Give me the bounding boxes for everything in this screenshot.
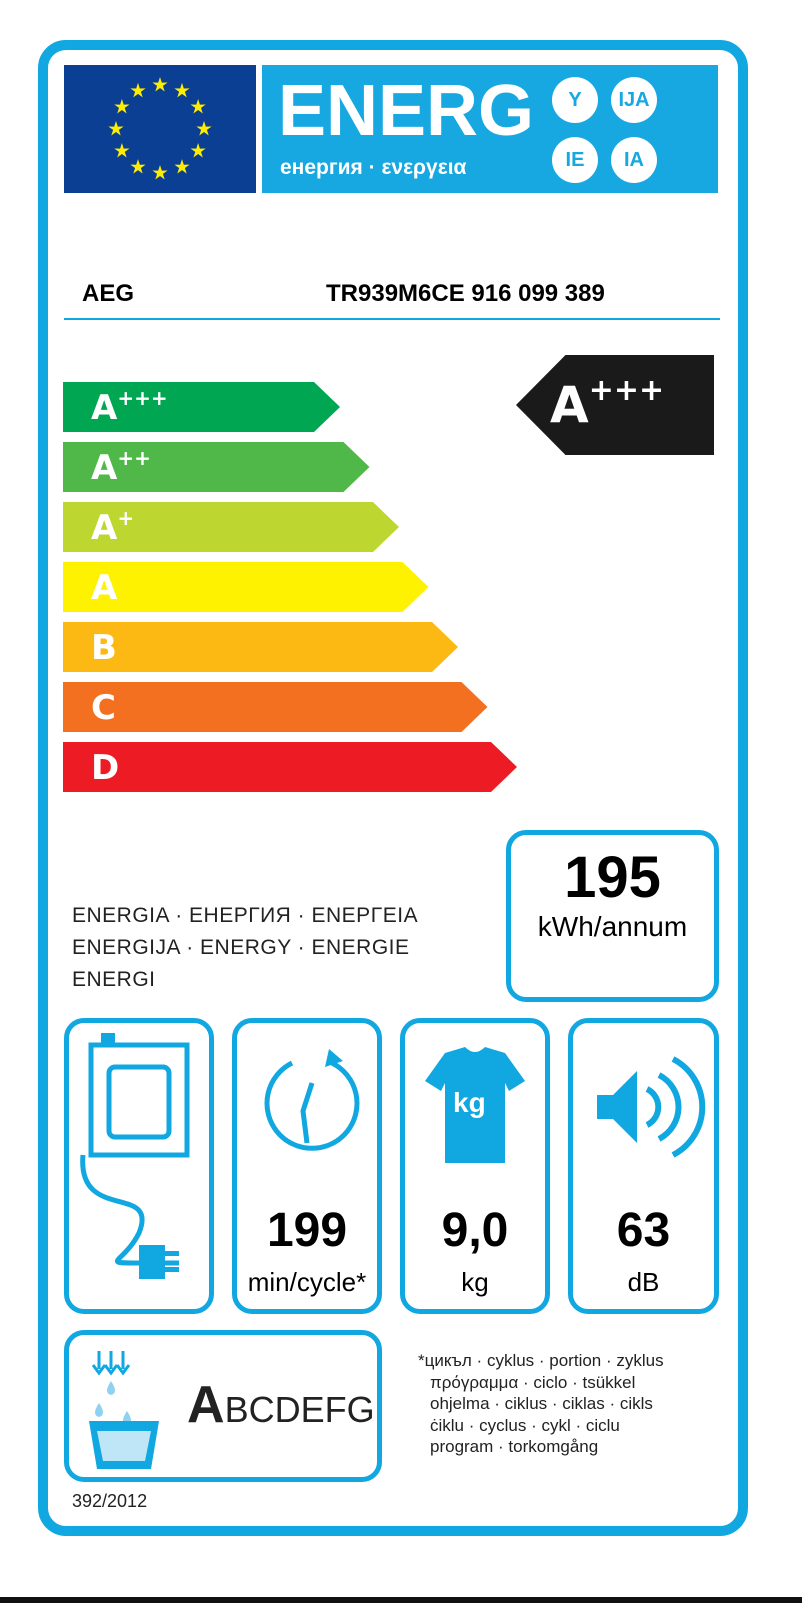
eu-star — [174, 82, 190, 98]
efficiency-bar: A+++ — [63, 382, 340, 432]
efficiency-bar: C — [63, 682, 488, 732]
regulation-number: 392/2012 — [72, 1491, 148, 1511]
condensation-scale: ABCDEFG — [187, 1375, 375, 1440]
clock-icon — [264, 1049, 360, 1151]
eu-star — [130, 82, 146, 98]
noise-value: 63 — [616, 1204, 671, 1257]
energy-logo: ENERG енергия · ενεργεια Y IJA IE IA — [262, 65, 718, 193]
bar-label: A — [91, 568, 118, 608]
capacity-value: 9,0 — [441, 1204, 509, 1257]
efficiency-bar: A+ — [63, 502, 399, 552]
noise-unit: dB — [627, 1267, 660, 1297]
energy-label-line: ENERGI — [72, 968, 156, 991]
bar-label: A — [91, 448, 118, 488]
noise-box: 63 dB — [568, 1018, 719, 1314]
bar-label: A — [91, 388, 118, 428]
condensation-rest: BCDEFG — [224, 1389, 375, 1430]
energy-value: 195 — [564, 845, 661, 910]
tshirt-icon — [425, 1047, 525, 1163]
eu-star — [130, 159, 146, 174]
bar-label: A — [91, 508, 118, 548]
footnote-line: ċiklu · cyclus · cykl · ciclu — [430, 1415, 620, 1435]
rating-label: A — [550, 376, 589, 434]
energy-consumption-box: 195 kWh/annum — [506, 830, 719, 1002]
divider — [64, 318, 720, 320]
ending-y: Y — [552, 77, 598, 123]
bar-label: C — [91, 688, 116, 728]
eu-star — [190, 99, 206, 114]
eu-star — [114, 143, 130, 158]
model-number: TR939M6CE 916 099 389 — [326, 280, 605, 307]
energy-label-line: ENERGIJA · ENERGY · ENERGIE — [72, 936, 410, 959]
bar-label: B — [91, 628, 117, 668]
energy-label-line: ENERGIA · ЕНЕРГИЯ · ΕΝΕΡΓΕΙΑ — [72, 904, 419, 927]
eu-star — [190, 143, 206, 158]
condensation-class: A — [187, 1376, 225, 1434]
footnote-line: program · torkomgång — [430, 1437, 599, 1456]
condensation-box: ABCDEFG — [64, 1330, 382, 1482]
efficiency-bar: A — [63, 562, 429, 612]
eu-star — [114, 99, 130, 114]
ending-ija: IJA — [611, 77, 657, 123]
electric-dryer-icon — [80, 1033, 190, 1279]
label-frame — [38, 40, 748, 1536]
energy-logo-text: ENERG — [278, 71, 535, 151]
footnote-line: πρόγραμμα · ciclo · tsükkel — [430, 1372, 636, 1392]
dryer-type-box — [64, 1018, 214, 1314]
bar-label: D — [91, 748, 120, 788]
cycle-time-box: 199 min/cycle* — [232, 1018, 382, 1314]
brand-name: AEG — [82, 280, 135, 307]
eu-star — [174, 159, 190, 174]
cycle-value: 199 — [266, 1204, 348, 1257]
capacity-unit: kg — [461, 1267, 489, 1297]
efficiency-bar: B — [63, 622, 458, 672]
ending-ia: IA — [611, 137, 657, 183]
ending-ie: IE — [552, 137, 598, 183]
efficiency-bar: D — [63, 742, 517, 792]
cycle-unit: min/cycle* — [247, 1267, 367, 1297]
bar-sup: + — [117, 506, 135, 530]
energy-unit: kWh/annum — [537, 911, 688, 942]
bar-sup: +++ — [117, 386, 168, 410]
capacity-box: kg 9,0 kg — [400, 1018, 550, 1314]
bar-sup: ++ — [117, 446, 151, 470]
eu-star — [152, 165, 168, 180]
footnote-line: *цикъл · cyklus · portion · zyklus — [418, 1351, 664, 1370]
footnote-line: ohjelma · ciklus · ciklas · cikls — [430, 1394, 653, 1413]
eu-star — [108, 121, 124, 136]
speaker-icon — [597, 1056, 706, 1158]
condensation-icon — [89, 1351, 159, 1469]
tshirt-kg-text: kg — [453, 1087, 486, 1118]
eu-stars-icon — [108, 77, 212, 180]
footnote: *цикъл · cyklus · portion · zyklus πρόγρ… — [418, 1350, 664, 1458]
eu-flag — [64, 65, 256, 193]
bottom-edge — [0, 1597, 802, 1603]
energy-subtitle: енергия · ενεργεια — [280, 156, 467, 179]
eu-star — [152, 77, 168, 92]
rating-sup: +++ — [588, 373, 665, 408]
eu-star — [196, 121, 212, 136]
efficiency-bar: A++ — [63, 442, 370, 492]
